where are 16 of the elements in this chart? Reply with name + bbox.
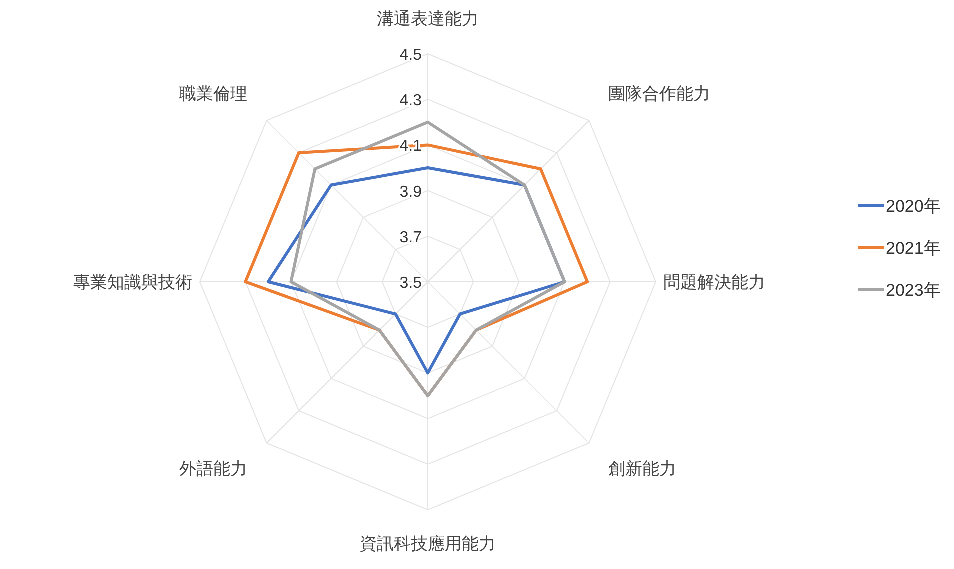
spoke-label: 創新能力 [608,460,677,479]
spoke-label: 資訊科技應用能力 [360,534,496,554]
legend-label: 2020年 [886,197,941,216]
y-tick-label: 3.7 [400,229,422,246]
y-tick-label: 4.5 [400,47,422,64]
y-tick-label: 4.3 [400,92,422,110]
spoke-label: 團隊合作能力 [608,84,711,104]
spoke-label: 職業倫理 [179,84,248,104]
spoke-label: 問題解決能力 [663,273,766,292]
spoke-label: 外語能力 [179,460,248,479]
spoke-label: 溝通表達能力 [377,10,479,29]
y-tick-label: 3.5 [400,275,422,292]
legend-label: 2023年 [886,281,941,300]
spoke-label: 專業知識與技術 [74,273,193,292]
legend-label: 2021年 [886,239,941,258]
y-tick-label: 3.9 [400,184,422,201]
